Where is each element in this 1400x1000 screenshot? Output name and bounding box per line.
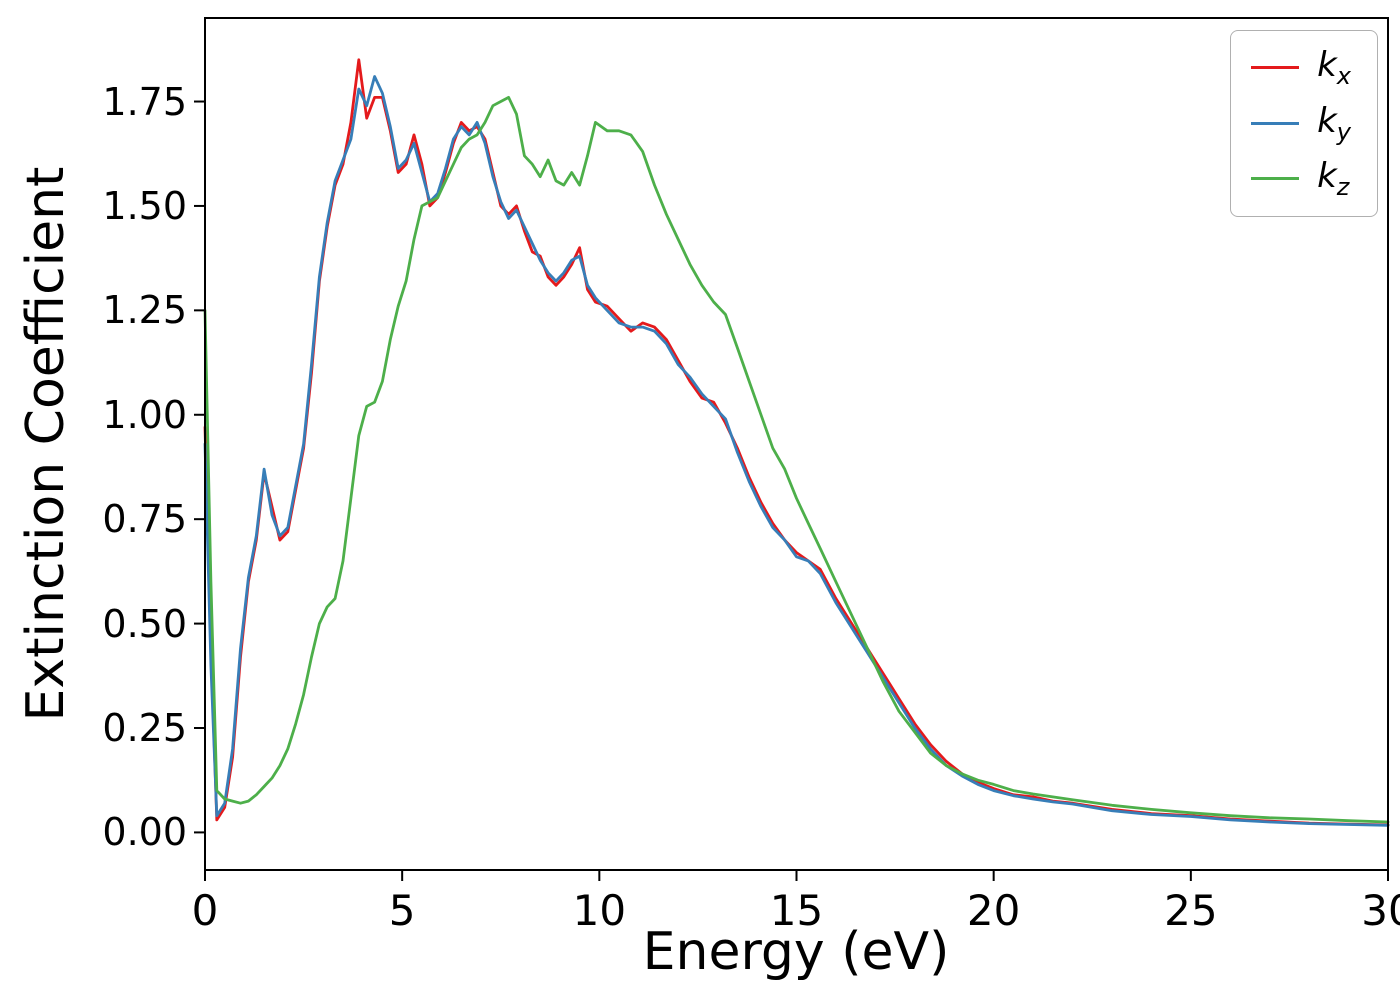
x-tick-label: 0 (191, 886, 219, 935)
legend-line-sample (1251, 66, 1300, 70)
y-tick-label: 1.50 (102, 183, 187, 228)
line-series-k_x (203, 58, 1390, 827)
legend-label: kz (1317, 156, 1350, 201)
y-tick-label: 0.00 (102, 810, 187, 855)
legend-line-sample (1251, 177, 1300, 181)
y-tick-label: 0.75 (102, 497, 187, 542)
line-series-k_z (203, 96, 1390, 824)
y-axis-label: Extinction Coefficient (16, 166, 76, 722)
legend-item-k_z: kz (1251, 156, 1351, 202)
legend-label: ky (1317, 100, 1351, 146)
legend: kx ky kz (1230, 30, 1378, 217)
x-axis-label: Energy (eV) (642, 922, 950, 982)
legend-line-sample (1251, 121, 1300, 125)
x-tick-label: 25 (1164, 886, 1218, 935)
x-tick-label: 20 (966, 886, 1021, 935)
legend-label: kx (1317, 45, 1351, 90)
line-series-k_y (203, 75, 1390, 827)
x-tick-label: 10 (572, 886, 627, 935)
y-tick-label: 0.25 (102, 706, 187, 750)
x-tick-label: 5 (388, 886, 416, 935)
legend-item-k_y: ky (1251, 101, 1351, 147)
legend-item-k_x: kx (1251, 45, 1351, 91)
x-tick-label: 15 (769, 886, 824, 935)
x-tick-label: 30 (1361, 886, 1400, 935)
plot-border (204, 17, 1389, 871)
y-tick-label: 1.25 (102, 288, 187, 333)
y-tick-label: 1.75 (102, 79, 187, 124)
y-tick-label: 1.00 (102, 392, 187, 437)
y-tick-label: 0.50 (102, 601, 187, 646)
